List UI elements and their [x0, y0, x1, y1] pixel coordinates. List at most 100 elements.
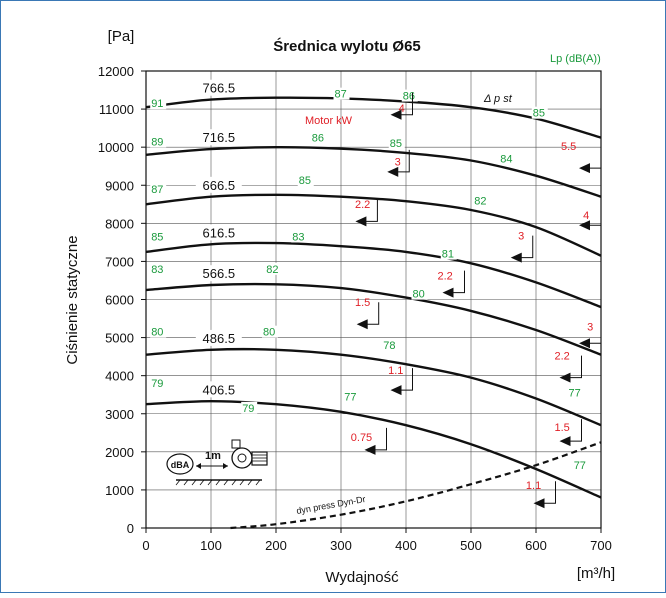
motor-limit-arrow-icon — [533, 498, 545, 509]
noise-label-bg — [567, 386, 584, 399]
motor-power-label: 1.1 — [388, 365, 403, 377]
curve-616-5 — [145, 241, 602, 309]
noise-level-label: 78 — [383, 340, 395, 352]
noise-label-bg — [150, 182, 167, 195]
motor-limit-arrow-icon — [356, 319, 368, 330]
noise-level-label: 81 — [442, 249, 454, 261]
noise-level-label: 85 — [533, 108, 545, 120]
noise-label-bg — [411, 287, 428, 300]
noise-label-bg — [150, 97, 167, 110]
chart-title: Średnica wylotu Ø65 — [273, 37, 421, 55]
curve-labels: 766.5 716.5 666.5 616.5 566.5 486.5 406.5 91 87 8… — [150, 79, 602, 509]
motor-limit-bracket — [400, 92, 413, 116]
series-label: 666.5 — [203, 178, 236, 193]
motor-limit-bracket — [589, 203, 602, 226]
delta-p-label: Δ p st — [483, 93, 513, 105]
noise-level-label: 85 — [390, 138, 402, 150]
motor-limit-bracket — [543, 481, 556, 504]
series-label-bg — [195, 176, 242, 193]
curve-766-5 — [145, 96, 602, 139]
series-label: 616.5 — [203, 225, 236, 240]
y-tick-label: 6000 — [105, 293, 134, 308]
motor-limit-arrow-icon — [579, 338, 590, 349]
noise-label-bg — [297, 174, 314, 187]
curve-406-5 — [145, 399, 602, 499]
series-label: 566.5 — [203, 266, 236, 281]
noise-level-label: 85 — [151, 231, 163, 243]
motor-limit-arrow-icon — [387, 166, 399, 177]
series-label: 766.5 — [203, 81, 236, 96]
motor-power-label: 5.5 — [561, 141, 576, 153]
motor-limit-arrow-icon — [510, 252, 522, 263]
fan-outlet-icon — [231, 439, 241, 449]
y-tick-label: 11000 — [99, 102, 134, 117]
y-tick-label: 5000 — [105, 331, 134, 346]
lp-unit-label: Lp (dB(A)) — [550, 53, 601, 65]
y-tick-label: 9000 — [105, 178, 134, 193]
motor-power-label: 2.2 — [438, 271, 453, 283]
noise-label-bg — [572, 458, 589, 471]
y-tick-label: 3000 — [105, 407, 134, 422]
motor-limit-bracket — [589, 146, 602, 169]
motor-limit-arrow-icon — [579, 220, 590, 231]
x-tick-label: 200 — [265, 538, 287, 553]
x-unit-label: [m³/h] — [577, 565, 615, 582]
noise-label-bg — [291, 230, 308, 243]
noise-level-label: 77 — [574, 460, 586, 472]
x-tick-label: 300 — [330, 538, 352, 553]
ground-hatch — [175, 479, 261, 486]
distance-label: 1m — [205, 450, 221, 462]
y-tick-label: 1000 — [105, 483, 134, 498]
motor-limit-bracket — [365, 199, 378, 222]
series-label-bg — [195, 224, 242, 241]
noise-label-bg — [150, 377, 167, 390]
y-tick-label: 2000 — [105, 445, 134, 460]
y-tick-label: 10000 — [98, 140, 134, 155]
motor-power-label: 2.2 — [355, 199, 370, 211]
y-tick-label: 4000 — [105, 369, 134, 384]
motor-limit-bracket — [520, 235, 534, 259]
motor-limit-arrow-icon — [559, 436, 571, 447]
x-tick-label: 0 — [142, 538, 149, 553]
series-label: 406.5 — [203, 382, 236, 397]
measurement-pictogram: dBA 1m — [166, 439, 268, 486]
noise-label-bg — [473, 194, 490, 207]
curve-566-5 — [145, 282, 602, 356]
noise-level-label: 91 — [151, 98, 163, 110]
series-label: 716.5 — [203, 130, 236, 145]
x-axis-label: Wydajność — [325, 569, 399, 586]
y-tick-label: 12000 — [98, 64, 134, 79]
noise-label-bg — [499, 152, 516, 165]
series-label-bg — [195, 329, 242, 346]
noise-level-label: 86 — [312, 132, 324, 144]
noise-level-label: 80 — [151, 327, 163, 339]
noise-label-bg — [150, 230, 167, 243]
noise-level-label: 85 — [299, 175, 311, 187]
motor-power-label: 4 — [399, 103, 405, 115]
series-label-bg — [195, 79, 242, 96]
x-tick-label: 500 — [460, 538, 482, 553]
motor-limit-arrow-icon — [390, 385, 402, 396]
noise-level-label: 83 — [151, 264, 163, 276]
series-label-bg — [195, 381, 242, 398]
motor-limit-bracket — [374, 427, 387, 451]
noise-level-label: 89 — [151, 136, 163, 148]
motor-limit-arrow-icon — [364, 444, 376, 455]
noise-level-label: 77 — [569, 388, 581, 400]
motor-power-label: 1.1 — [526, 480, 541, 492]
noise-level-label: 82 — [266, 264, 278, 276]
noise-level-label: 87 — [335, 89, 347, 101]
x-tick-label: 700 — [590, 538, 612, 553]
curve-716-5 — [145, 145, 602, 198]
motor-power-label: 0.75 — [351, 432, 372, 444]
motor-limit-arrow-icon — [355, 216, 367, 227]
motor-power-label: 3 — [395, 156, 401, 168]
noise-label-bg — [401, 89, 418, 102]
x-tick-label: 400 — [395, 538, 417, 553]
noise-level-label: 77 — [344, 391, 356, 403]
noise-level-label: 79 — [151, 378, 163, 390]
curve-666-5 — [145, 193, 602, 257]
axis-ticks: 0100020003000400050006000700080009000100… — [98, 64, 612, 553]
dyn-press-curve — [230, 441, 602, 530]
